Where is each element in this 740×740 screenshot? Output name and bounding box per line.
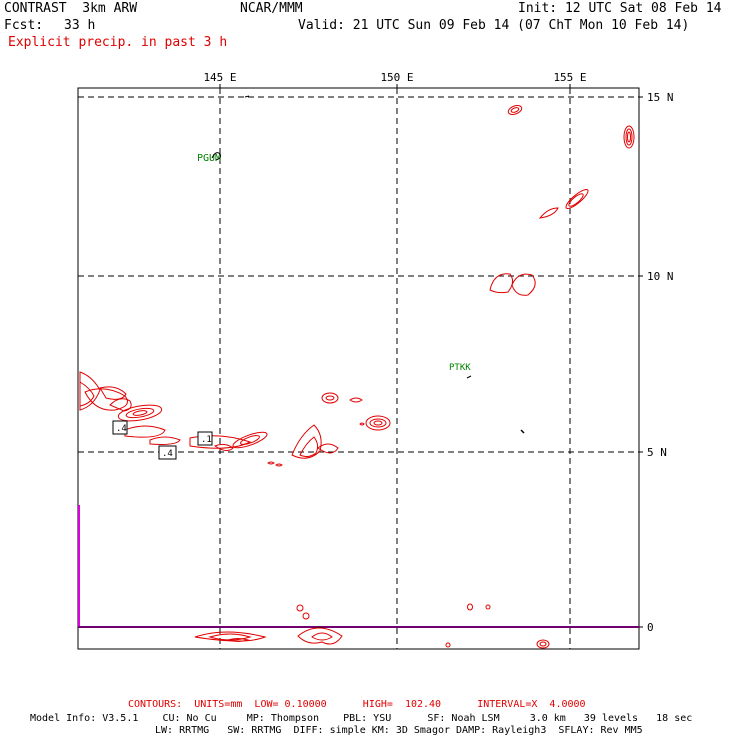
- lon-label-145e: 145 E: [203, 71, 236, 84]
- contour-label-2: .1: [201, 435, 212, 445]
- lat-label-15n: 15 N: [647, 91, 674, 104]
- lat-label-5n: 5 N: [647, 446, 667, 459]
- contours-info: CONTOURS: UNITS=mm LOW= 0.10000 HIGH= 10…: [128, 699, 586, 710]
- fcst-label: Fcst:: [4, 18, 44, 33]
- island-mark: [520, 429, 525, 434]
- valid-time: Valid: 21 UTC Sun 09 Feb 14 (07 ChT Mon …: [298, 18, 690, 33]
- station-pgum: PGUM: [197, 153, 221, 164]
- lon-label-150e: 150 E: [380, 71, 413, 84]
- model-title: CONTRAST 3km ARW: [4, 1, 138, 16]
- station-ptkk: PTKK: [449, 363, 471, 373]
- precip-contours: [79, 105, 635, 649]
- contour-label-boxes: [112, 420, 213, 460]
- fcst-value: 33 h: [64, 18, 96, 33]
- lon-ticks: [219, 84, 571, 88]
- island-mark-north: [244, 95, 250, 98]
- graticule: [78, 88, 639, 649]
- init-time: Init: 12 UTC Sat 08 Feb 14: [518, 1, 722, 16]
- model-info-line-1: Model Info: V3.5.1 CU: No Cu MP: Thompso…: [30, 713, 693, 724]
- model-info-line-2: LW: RRTMG SW: RRTMG DIFF: simple KM: 3D …: [155, 725, 643, 736]
- chuuk-coast: [466, 375, 472, 379]
- lat-label-10n: 10 N: [647, 270, 674, 283]
- lat-label-0: 0: [647, 621, 654, 634]
- field-title: Explicit precip. in past 3 h: [8, 35, 228, 50]
- lat-ticks: [639, 96, 643, 628]
- contour-label-3: .4: [162, 449, 173, 459]
- lon-label-155e: 155 E: [553, 71, 586, 84]
- contour-label-1: .4: [116, 424, 127, 434]
- org-label: NCAR/MMM: [240, 1, 303, 16]
- map-frame: [77, 87, 640, 650]
- guam-coast: [211, 152, 221, 161]
- domain-boundary: [78, 505, 639, 628]
